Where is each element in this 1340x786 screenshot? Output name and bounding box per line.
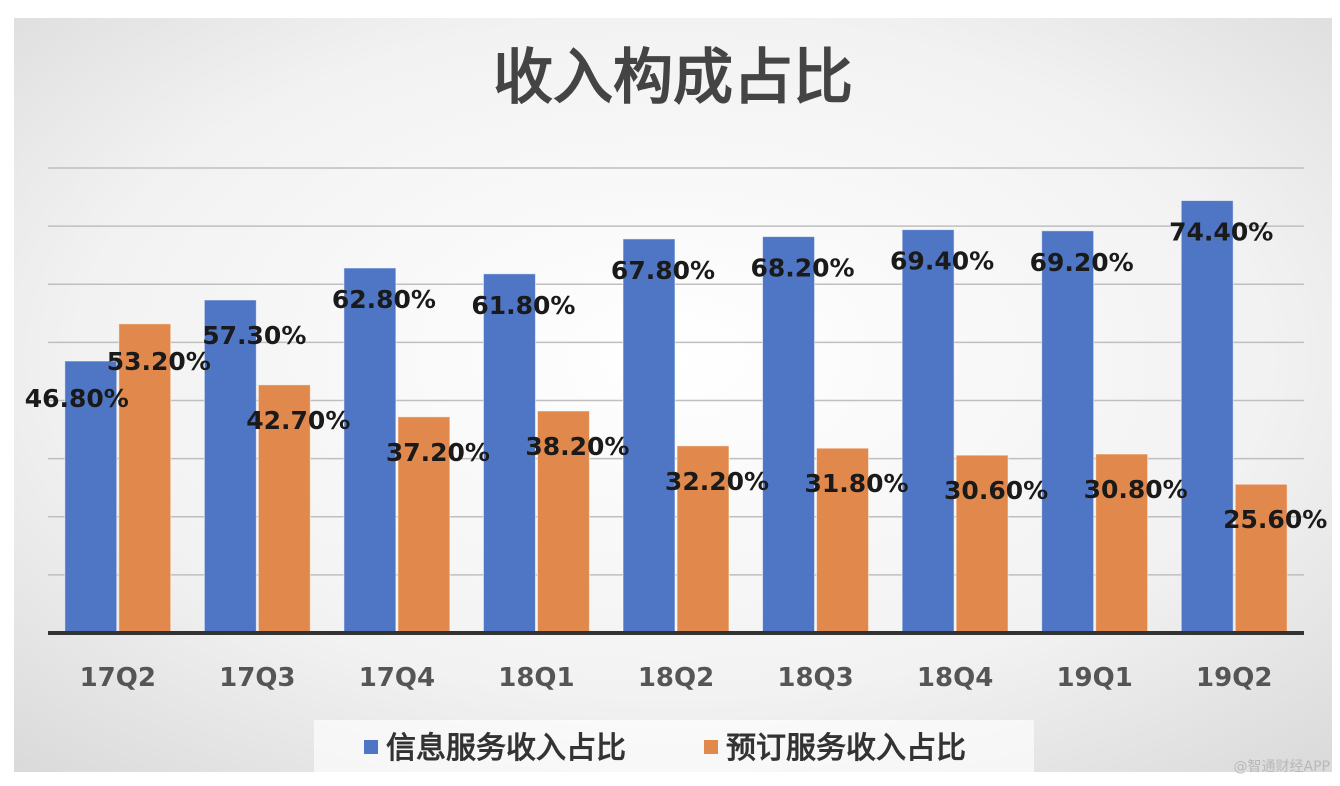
x-tick-label: 18Q2 <box>638 663 714 693</box>
bar-booking-service <box>816 447 870 634</box>
bar-booking-service <box>1095 453 1149 634</box>
data-label-info-service: 74.40% <box>1169 218 1273 247</box>
bar-info-service <box>622 238 676 634</box>
x-tick-label: 19Q1 <box>1056 663 1132 693</box>
bar-info-service <box>1041 230 1095 634</box>
bar-booking-service <box>257 384 311 634</box>
bar-info-service <box>203 299 257 634</box>
x-tick-label: 18Q3 <box>777 663 853 693</box>
bars <box>64 200 1288 634</box>
data-label-booking-service: 42.70% <box>246 406 350 435</box>
legend-swatch <box>364 740 378 754</box>
gridlines <box>48 167 1304 576</box>
legend-label: 信息服务收入占比 <box>386 731 626 766</box>
bar-info-service <box>762 236 816 634</box>
bar-info-service <box>343 267 397 634</box>
bar-booking-service <box>1234 483 1288 634</box>
bar-booking-service <box>676 445 730 634</box>
data-label-info-service: 69.20% <box>1030 248 1134 277</box>
data-label-info-service: 67.80% <box>611 256 715 285</box>
x-axis-tick-labels: 17Q2 17Q3 17Q4 18Q1 18Q2 18Q3 18Q4 19Q1 19Q2 <box>80 663 1273 693</box>
bar-info-service <box>1180 200 1234 634</box>
data-labels: 46.80% 53.20%57.30% 42.70% 62.80% 37.20% 61.8… <box>25 218 1328 535</box>
data-label-info-service: 61.80% <box>471 291 575 320</box>
chart-canvas: 46.80% 53.20%57.30% 42.70% 62.80% 37.20% 61.8… <box>14 18 1332 772</box>
bar-info-service <box>482 273 536 634</box>
watermark: @智通财经APP <box>1233 759 1330 775</box>
x-tick-label: 18Q1 <box>498 663 574 693</box>
bar-booking-service <box>118 323 172 634</box>
data-label-info-service: 62.80% <box>332 285 436 314</box>
data-label-booking-service: 31.80% <box>804 469 908 498</box>
bar-booking-service <box>955 454 1009 634</box>
chart-title: 收入构成占比 <box>493 43 853 113</box>
data-label-booking-service: 32.20% <box>665 467 769 496</box>
data-label-info-service: 68.20% <box>750 254 854 283</box>
x-tick-label: 17Q3 <box>219 663 295 693</box>
x-tick-label: 17Q4 <box>359 663 435 693</box>
data-label-info-service: 57.30% <box>202 321 306 350</box>
data-label-booking-service: 53.20% <box>107 347 211 376</box>
data-label-booking-service: 30.80% <box>1084 475 1188 504</box>
data-label-booking-service: 30.60% <box>944 476 1048 505</box>
bar-booking-service <box>397 416 451 634</box>
data-label-booking-service: 38.20% <box>525 432 629 461</box>
bar-info-service <box>64 360 118 634</box>
data-label-info-service: 69.40% <box>890 247 994 276</box>
legend: 信息服务收入占比 预订服务收入占比 <box>314 720 1034 772</box>
data-label-info-service: 46.80% <box>25 384 129 413</box>
legend-label: 预订服务收入占比 <box>726 731 966 766</box>
data-label-booking-service: 37.20% <box>386 438 490 467</box>
x-tick-label: 18Q4 <box>917 663 993 693</box>
legend-background <box>314 720 1034 772</box>
chart: 46.80% 53.20% 57.30% 42.70% 62.80% 37.20% 61.8… <box>14 18 1332 772</box>
legend-swatch <box>704 740 718 754</box>
data-label-booking-service: 25.60% <box>1223 505 1327 534</box>
bar-booking-service <box>536 410 590 634</box>
x-tick-label: 19Q2 <box>1196 663 1272 693</box>
bar-info-service <box>901 229 955 634</box>
x-tick-label: 17Q2 <box>80 663 156 693</box>
